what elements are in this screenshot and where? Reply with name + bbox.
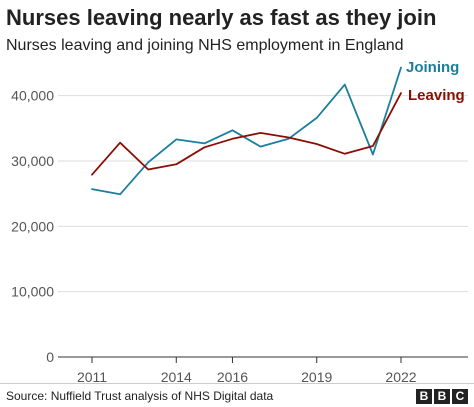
series-line-joining bbox=[91, 66, 402, 196]
y-tick-label: 20,000 bbox=[11, 218, 54, 234]
line-chart: 0 10,000 20,000 30,000 40,000 2011 2014 2016 201… bbox=[11, 59, 468, 382]
series-line-leaving bbox=[91, 92, 402, 176]
logo-letter: B bbox=[434, 389, 450, 404]
chart-subtitle: Nurses leaving and joining NHS employmen… bbox=[6, 37, 404, 54]
bbc-logo: B B C bbox=[416, 389, 468, 404]
x-tick-label: 2014 bbox=[161, 369, 192, 382]
footer-divider bbox=[0, 383, 474, 384]
y-tick-label: 10,000 bbox=[11, 284, 54, 300]
source-note: Source: Nuffield Trust analysis of NHS D… bbox=[6, 389, 274, 403]
y-tick-label: 0 bbox=[46, 349, 54, 365]
logo-letter: C bbox=[452, 389, 468, 404]
x-tick-label: 2011 bbox=[77, 369, 107, 382]
y-tick-label: 30,000 bbox=[11, 153, 54, 169]
logo-letter: B bbox=[416, 389, 432, 404]
series-label-leaving: Leaving bbox=[408, 87, 465, 104]
y-tick-label: 40,000 bbox=[11, 88, 54, 104]
chart-title: Nurses leaving nearly as fast as they jo… bbox=[6, 5, 437, 30]
x-tick-label: 2016 bbox=[217, 369, 248, 382]
x-tick-label: 2022 bbox=[385, 369, 416, 382]
series-label-joining: Joining bbox=[406, 59, 459, 76]
x-tick-label: 2019 bbox=[301, 369, 332, 382]
